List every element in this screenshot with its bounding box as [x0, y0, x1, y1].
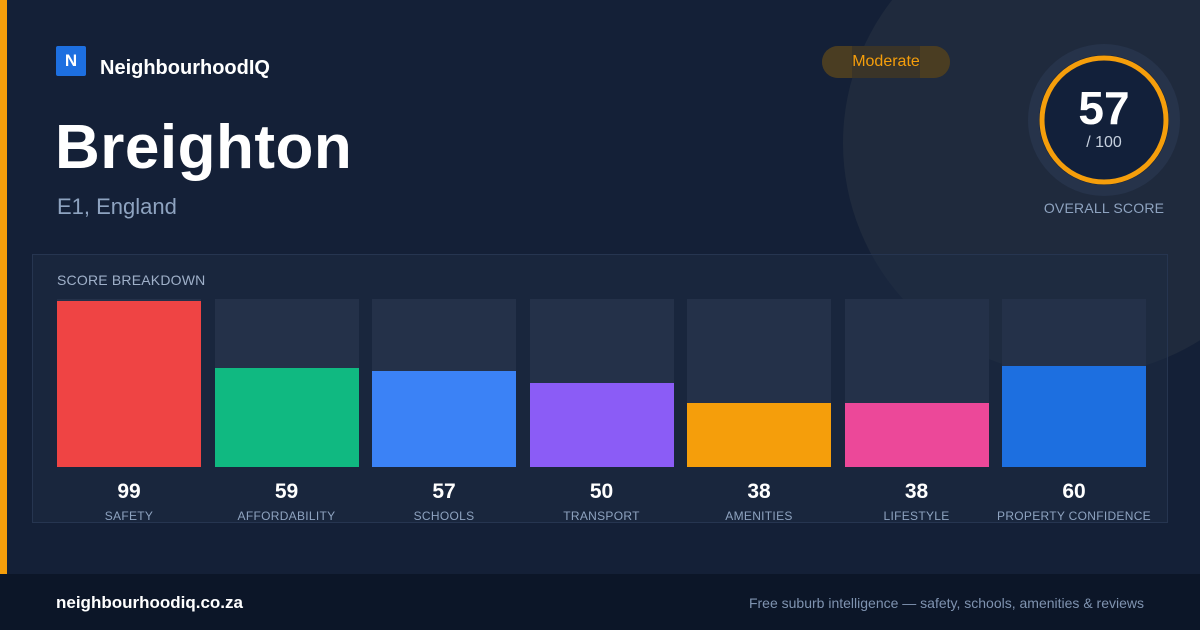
score-bar-fill: [844, 403, 989, 467]
score-bar-track: [57, 299, 201, 467]
share-card: N NeighbourhoodIQ Breighton E1, England …: [0, 0, 1200, 574]
overall-score-ring: 57 / 100: [1028, 44, 1180, 196]
score-bar-schools: 57 SCHOOLS: [372, 299, 516, 523]
footer-domain: neighbourhoodiq.co.za: [56, 593, 243, 612]
score-bar-label: SAFETY: [104, 509, 154, 523]
score-bar-track: [844, 299, 989, 467]
rating-badge-label: Moderate: [852, 53, 920, 70]
overall-score-max: / 100: [1086, 134, 1122, 151]
score-bar-fill: [214, 367, 359, 467]
score-bar-track: [372, 299, 516, 467]
score-bar-value: 59: [274, 480, 299, 503]
score-bar-value: 60: [1062, 480, 1086, 503]
score-bar-amenities: 38 AMENITIES: [687, 299, 831, 523]
score-bar-fill: [687, 403, 831, 467]
suburb-title: Breighton: [55, 113, 353, 182]
score-bar-safety: 99 SAFETY: [57, 299, 201, 523]
brand-name: NeighbourhoodIQ: [100, 57, 270, 79]
score-bar-label: PROPERTY CONFIDENCE: [997, 509, 1151, 523]
score-ring-icon: [1028, 44, 1180, 196]
footer: neighbourhoodiq.co.za Free suburb intell…: [0, 574, 1200, 630]
footer-tagline: Free suburb intelligence — safety, schoo…: [748, 595, 1144, 611]
score-bar-value: 57: [432, 480, 456, 503]
logo-icon: N: [56, 46, 86, 76]
accent-stripe: [0, 0, 7, 574]
score-bar-value: 50: [589, 480, 614, 503]
score-bar-track: [687, 299, 831, 467]
score-breakdown-title: SCORE BREAKDOWN: [57, 272, 206, 288]
score-bar-track: [529, 299, 674, 467]
score-bar-track: [214, 299, 359, 467]
overall-score-value: 57: [1078, 82, 1130, 134]
score-bar-fill: [372, 371, 516, 467]
score-bar-label: AMENITIES: [725, 509, 793, 523]
score-bar-property-confidence: 60 PROPERTY CONFIDENCE: [997, 299, 1151, 523]
overall-score-caption: OVERALL SCORE: [1043, 200, 1165, 216]
score-bar-transport: 50 TRANSPORT: [529, 299, 674, 523]
suburb-location: E1, England: [57, 194, 177, 219]
score-bar-affordability: 59 AFFORDABILITY: [214, 299, 359, 523]
score-bar-value: 99: [117, 480, 141, 503]
score-bar-track: [1002, 299, 1146, 467]
score-bar-value: 38: [747, 480, 771, 503]
rating-badge: Moderate: [822, 46, 950, 78]
score-breakdown-panel: SCORE BREAKDOWN 99 SAFETY 59 AFFORDABILITY 5…: [32, 254, 1168, 523]
score-bar-label: SCHOOLS: [413, 509, 475, 523]
score-bar-value: 38: [904, 480, 929, 503]
score-bar-label: LIFESTYLE: [883, 509, 950, 523]
score-bar-label: AFFORDABILITY: [237, 509, 336, 523]
score-bar-fill: [1002, 366, 1146, 467]
score-bar-label: TRANSPORT: [563, 509, 640, 523]
score-bar-fill: [529, 383, 674, 467]
score-bar-lifestyle: 38 LIFESTYLE: [844, 299, 989, 523]
score-bar-fill: [57, 300, 201, 467]
score-ring-progress: [1039, 55, 1169, 185]
